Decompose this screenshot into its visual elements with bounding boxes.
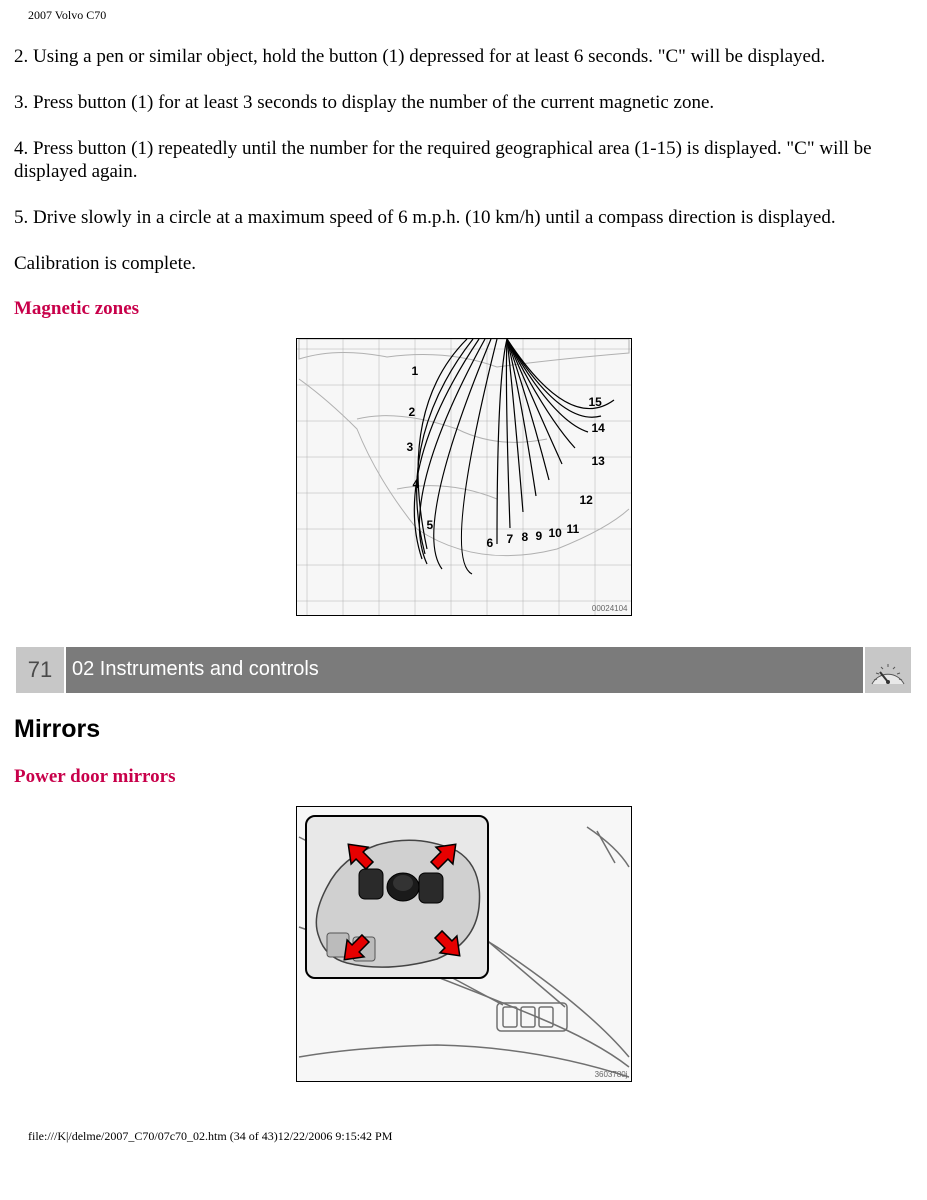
page-header-title: 2007 Volvo C70 <box>28 8 913 23</box>
step-4: 4. Press button (1) repeatedly until the… <box>14 137 913 185</box>
zone-label-4: 4 <box>413 477 420 491</box>
power-door-mirrors-heading: Power door mirrors <box>14 766 913 788</box>
zone-label-13: 13 <box>592 454 605 468</box>
map-corner-code: 00024104 <box>592 604 628 613</box>
step-3: 3. Press button (1) for at least 3 secon… <box>14 91 913 115</box>
zone-label-1: 1 <box>412 364 419 378</box>
zone-label-6: 6 <box>487 536 494 550</box>
banner-title: 02 Instruments and controls <box>66 647 865 693</box>
page-footer: file:///K|/delme/2007_C70/07c70_02.htm (… <box>28 1129 913 1144</box>
mirror-figure: 3603780j <box>14 806 913 1087</box>
zone-label-7: 7 <box>507 532 514 546</box>
section-banner: 71 02 Instruments and controls <box>16 647 911 693</box>
zone-label-9: 9 <box>536 529 543 543</box>
mirror-inset-svg <box>307 817 487 977</box>
zone-label-5: 5 <box>427 518 434 532</box>
map-figure-box: 00024104 123456789101112131415 <box>296 338 632 616</box>
zone-label-2: 2 <box>409 405 416 419</box>
banner-page-number: 71 <box>16 647 66 693</box>
banner-gauge-icon <box>865 647 911 693</box>
magnetic-zones-figure: 00024104 123456789101112131415 <box>14 338 913 621</box>
zone-label-12: 12 <box>580 493 593 507</box>
zone-label-15: 15 <box>589 395 602 409</box>
step-5: 5. Drive slowly in a circle at a maximum… <box>14 206 913 230</box>
calibration-complete: Calibration is complete. <box>14 252 913 276</box>
mirror-inset-box <box>305 815 489 979</box>
zone-label-3: 3 <box>407 440 414 454</box>
map-svg <box>297 339 631 615</box>
zone-label-10: 10 <box>549 526 562 540</box>
step-2: 2. Using a pen or similar object, hold t… <box>14 45 913 69</box>
zone-label-8: 8 <box>522 530 529 544</box>
magnetic-zones-heading: Magnetic zones <box>14 298 913 320</box>
mirror-figure-box: 3603780j <box>296 806 632 1082</box>
mirror-corner-code: 3603780j <box>595 1070 628 1079</box>
zone-label-11: 11 <box>567 522 580 536</box>
zone-label-14: 14 <box>592 421 605 435</box>
mirrors-heading: Mirrors <box>14 715 913 744</box>
